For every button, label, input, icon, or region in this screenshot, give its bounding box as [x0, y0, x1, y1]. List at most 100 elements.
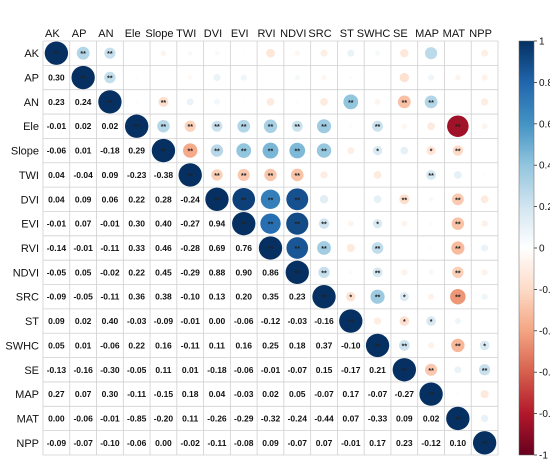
colorbar-tick-label: 0.8	[539, 78, 550, 89]
correlation-value: 0.09	[75, 194, 92, 204]
correlation-value: 0.30	[48, 73, 65, 83]
significance-mark: **	[187, 124, 193, 131]
correlation-circle	[178, 163, 202, 187]
significance-mark: **	[321, 246, 327, 253]
correlation-value: -0.12	[421, 438, 441, 448]
row-label-swhc: SWHC	[5, 340, 39, 352]
correlation-value: 0.29	[128, 146, 145, 156]
correlation-circle	[481, 49, 489, 57]
correlation-circle	[294, 50, 300, 56]
correlation-circle	[399, 316, 410, 326]
correlation-circle	[214, 50, 220, 56]
significance-mark: **	[241, 173, 247, 180]
correlation-circle	[399, 194, 410, 205]
colorbar-tick-label: 0.2	[539, 202, 550, 213]
correlation-circle	[452, 145, 464, 156]
significance-mark: **	[54, 51, 60, 58]
correlation-value: 0.69	[209, 243, 226, 253]
significance-mark: **	[321, 295, 327, 302]
correlation-value: 0.35	[262, 292, 279, 302]
significance-mark: **	[295, 149, 301, 156]
correlation-circle	[232, 211, 256, 236]
row-label-rvi: RVI	[21, 243, 39, 255]
correlation-value: -0.02	[181, 438, 201, 448]
correlation-circle	[260, 213, 281, 234]
colorbar-tick-label: 0	[539, 244, 545, 255]
correlation-circle	[373, 171, 382, 179]
correlation-value: -0.16	[73, 365, 93, 375]
correlation-circle	[428, 269, 434, 275]
colorbar-gradient	[518, 40, 535, 456]
correlation-value: -0.06	[234, 365, 254, 375]
column-label-evi: EVI	[231, 28, 249, 40]
significance-mark: **	[241, 124, 247, 131]
correlation-circle	[481, 269, 488, 276]
significance-mark: **	[214, 124, 220, 131]
correlation-value: -0.01	[73, 243, 93, 253]
correlation-value: -0.10	[181, 292, 201, 302]
significance-mark: **	[455, 222, 461, 229]
correlation-value: -0.30	[100, 365, 120, 375]
correlation-circle	[242, 100, 245, 104]
correlation-circle	[451, 193, 464, 206]
correlation-value: 0.13	[209, 292, 226, 302]
colorbar-tick-label: 0.4	[539, 161, 550, 172]
correlation-value: 0.02	[75, 121, 92, 131]
correlation-circle	[187, 50, 193, 56]
significance-mark: **	[321, 149, 327, 156]
row-labels: AK AP AN Ele Slope TWI DVI EVI RVI NDVI SRC ST SWHC S…	[5, 48, 39, 450]
correlation-circle	[400, 48, 409, 58]
correlation-value: 0.01	[182, 365, 199, 375]
correlation-circle	[183, 143, 198, 158]
correlation-value: -0.01	[261, 365, 281, 375]
significance-mark: **	[428, 100, 434, 107]
correlation-value: -0.06	[100, 340, 120, 350]
correlation-circle	[348, 124, 353, 129]
correlation-value: -0.38	[154, 170, 174, 180]
correlation-circle	[242, 51, 245, 55]
correlation-circle	[98, 90, 122, 114]
significance-mark: **	[321, 270, 327, 277]
significance-mark: **	[241, 149, 247, 156]
correlation-value: 0.30	[102, 389, 119, 399]
correlation-value: 0.11	[209, 340, 225, 350]
row-label-se: SE	[24, 365, 39, 377]
correlation-circle	[424, 95, 438, 109]
correlation-circle	[398, 340, 410, 351]
row-label-st: ST	[25, 316, 39, 328]
correlation-circle	[426, 169, 437, 180]
correlation-circle	[349, 75, 353, 80]
correlation-value: 0.04	[209, 389, 226, 399]
correlation-circle	[211, 169, 223, 181]
correlation-value: 0.36	[128, 292, 145, 302]
row-label-dvi: DVI	[21, 194, 39, 206]
correlation-value: -0.32	[261, 413, 281, 423]
correlation-circle	[285, 260, 309, 285]
significance-mark: **	[134, 124, 140, 131]
colorbar-tick-label: 1	[539, 37, 545, 48]
significance-mark: *	[349, 295, 352, 302]
significance-mark: **	[107, 76, 113, 83]
correlation-circle	[373, 317, 382, 325]
correlation-value: -0.11	[100, 292, 119, 302]
colorbar: 1 0.8 0.6 0.4 0.2 0 -0.2 -0.4 -0.6 -0.8 -1	[518, 37, 550, 462]
correlation-circle	[339, 309, 363, 333]
correlation-value: -0.07	[73, 438, 93, 448]
correlation-value: 0.02	[423, 413, 440, 423]
correlation-value: 0.04	[48, 194, 65, 204]
correlation-circle	[427, 342, 435, 349]
correlation-value: -0.03	[288, 316, 308, 326]
correlation-value: 0.22	[128, 267, 145, 277]
correlation-circle	[135, 100, 139, 104]
correlation-circle	[481, 220, 488, 227]
correlation-circle	[479, 340, 490, 351]
significance-mark: **	[295, 222, 301, 229]
correlation-circle	[374, 50, 381, 56]
correlation-value: -0.06	[47, 146, 67, 156]
colorbar-tick-label: -0.4	[539, 326, 550, 337]
correlation-value: 0.02	[262, 389, 279, 399]
significance-mark: **	[482, 441, 488, 448]
correlation-value: -0.10	[100, 438, 120, 448]
correlation-circle	[294, 74, 300, 81]
significance-mark: *	[430, 319, 433, 326]
